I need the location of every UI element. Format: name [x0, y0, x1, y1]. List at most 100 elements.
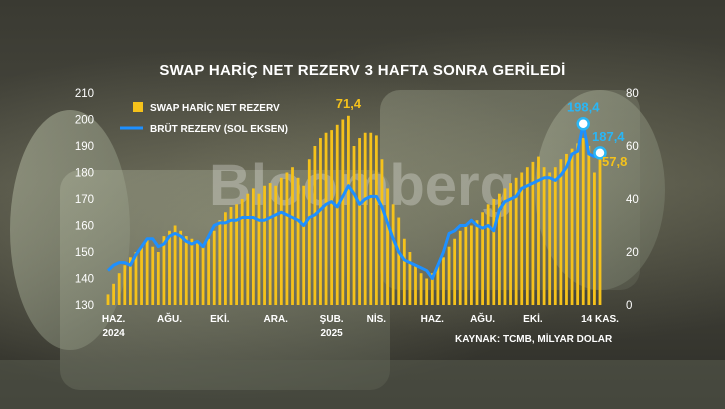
right-axis-tick-label: 0 — [626, 300, 632, 312]
data-annotation-label: 71,4 — [336, 96, 362, 111]
net-reserve-bar — [531, 161, 535, 305]
net-reserve-bar — [408, 252, 412, 305]
net-reserve-bar — [145, 238, 149, 305]
net-reserve-bar — [576, 143, 580, 305]
left-axis-tick-label: 210 — [75, 88, 94, 100]
net-reserve-bar — [374, 135, 378, 305]
data-annotation-label: 187,4 — [592, 129, 625, 144]
net-reserve-bar — [419, 273, 423, 305]
x-axis-tick-label: EKİ. — [210, 312, 230, 325]
net-reserve-bar — [391, 204, 395, 305]
net-reserve-bar — [347, 115, 350, 305]
net-reserve-bar — [542, 167, 546, 305]
net-reserve-bar — [117, 273, 121, 305]
net-reserve-bar — [470, 225, 473, 305]
source-label: KAYNAK: TCMB, MİLYAR DOLAR — [455, 332, 613, 345]
net-reserve-bar — [279, 177, 283, 305]
net-reserve-bar — [313, 146, 317, 305]
right-axis-tick-label: 40 — [626, 194, 639, 206]
x-axis-tick-label: 14 KAS. — [581, 314, 619, 325]
net-reserve-bar — [235, 204, 238, 305]
net-reserve-bar — [380, 159, 384, 305]
net-reserve-bar — [548, 172, 552, 305]
net-reserve-bar — [436, 265, 440, 305]
net-reserve-bar — [481, 212, 484, 305]
net-reserve-bar — [112, 283, 115, 305]
x-axis-tick-label: AĞU. — [157, 312, 182, 325]
net-reserve-bar — [173, 225, 177, 305]
left-axis-tick-label: 190 — [75, 141, 94, 153]
net-reserve-bar — [402, 238, 406, 305]
net-reserve-bar — [453, 238, 457, 305]
legend-label-net-reserve: SWAP HARİÇ NET REZERV — [150, 101, 280, 114]
net-reserve-bar — [207, 238, 211, 305]
net-reserve-bar — [363, 132, 367, 305]
net-reserve-bar — [559, 159, 563, 305]
net-reserve-bar — [291, 167, 294, 305]
money-bills-bottom — [0, 360, 725, 409]
net-reserve-bar — [330, 130, 334, 305]
net-reserve-bar — [537, 156, 540, 305]
net-reserve-bar — [525, 167, 529, 305]
net-reserve-bar — [581, 138, 585, 305]
net-reserve-bar — [447, 246, 451, 305]
net-reserve-bar — [212, 230, 216, 305]
net-reserve-bar — [307, 159, 311, 305]
net-reserve-bar — [598, 151, 602, 305]
net-reserve-bar — [179, 230, 183, 305]
chart-title: SWAP HARİÇ NET REZERV 3 HAFTA SONRA GERİ… — [159, 62, 566, 79]
net-reserve-bar — [274, 185, 278, 305]
left-axis-tick-label: 200 — [75, 115, 94, 127]
x-axis-year-label: 2025 — [321, 328, 344, 339]
x-axis-year-label: 2024 — [102, 328, 125, 339]
net-reserve-bar — [514, 177, 518, 305]
data-annotation-label: 198,4 — [567, 100, 600, 115]
net-reserve-bar — [196, 241, 199, 305]
left-axis-tick-label: 170 — [75, 194, 94, 206]
right-axis-tick-label: 80 — [626, 88, 639, 100]
left-axis-tick-label: 130 — [75, 300, 94, 312]
net-reserve-bar — [553, 167, 557, 305]
net-reserve-bar — [503, 188, 507, 305]
net-reserve-bar — [140, 246, 143, 305]
left-axis-tick-label: 150 — [75, 247, 94, 259]
legend-label-gross-reserve: BRÜT REZERV (SOL EKSEN) — [150, 122, 288, 135]
net-reserve-bar — [263, 185, 266, 305]
net-reserve-bar — [240, 199, 244, 305]
net-reserve-bar — [246, 193, 250, 305]
net-reserve-bar — [341, 119, 345, 305]
x-axis-tick-label: NİS. — [367, 312, 387, 325]
net-reserve-bar — [397, 217, 401, 305]
data-annotation-label: 57,8 — [602, 154, 627, 169]
net-reserve-bar — [464, 225, 468, 305]
net-reserve-bar — [369, 132, 373, 305]
gross-reserve-marker — [593, 146, 607, 160]
net-reserve-bar — [302, 185, 306, 305]
net-reserve-bar — [162, 236, 166, 305]
net-reserve-bar — [425, 278, 429, 305]
net-reserve-bar — [296, 177, 300, 305]
net-reserve-bar — [151, 246, 155, 305]
net-reserve-bar — [486, 204, 490, 305]
net-reserve-bar — [458, 230, 462, 305]
net-reserve-bar — [184, 236, 188, 305]
x-axis-tick-label: HAZ. — [421, 314, 445, 325]
right-axis-tick-label: 20 — [626, 247, 639, 259]
net-reserve-bar — [520, 172, 524, 305]
net-reserve-bar — [156, 252, 160, 305]
net-reserve-bar — [168, 230, 171, 305]
net-reserve-bar — [593, 172, 596, 305]
net-reserve-bar — [257, 193, 261, 305]
bloomberg-watermark: Bloomberg — [209, 153, 515, 218]
net-reserve-bar — [442, 257, 445, 305]
net-reserve-bar — [335, 124, 339, 305]
left-axis-tick-label: 180 — [75, 168, 94, 180]
left-axis-tick-label: 140 — [75, 274, 94, 286]
net-reserve-bar — [285, 172, 289, 305]
net-reserve-bar — [134, 252, 138, 305]
net-reserve-bar — [128, 257, 132, 305]
net-reserve-bar — [224, 212, 227, 305]
net-reserve-bar — [587, 146, 591, 305]
